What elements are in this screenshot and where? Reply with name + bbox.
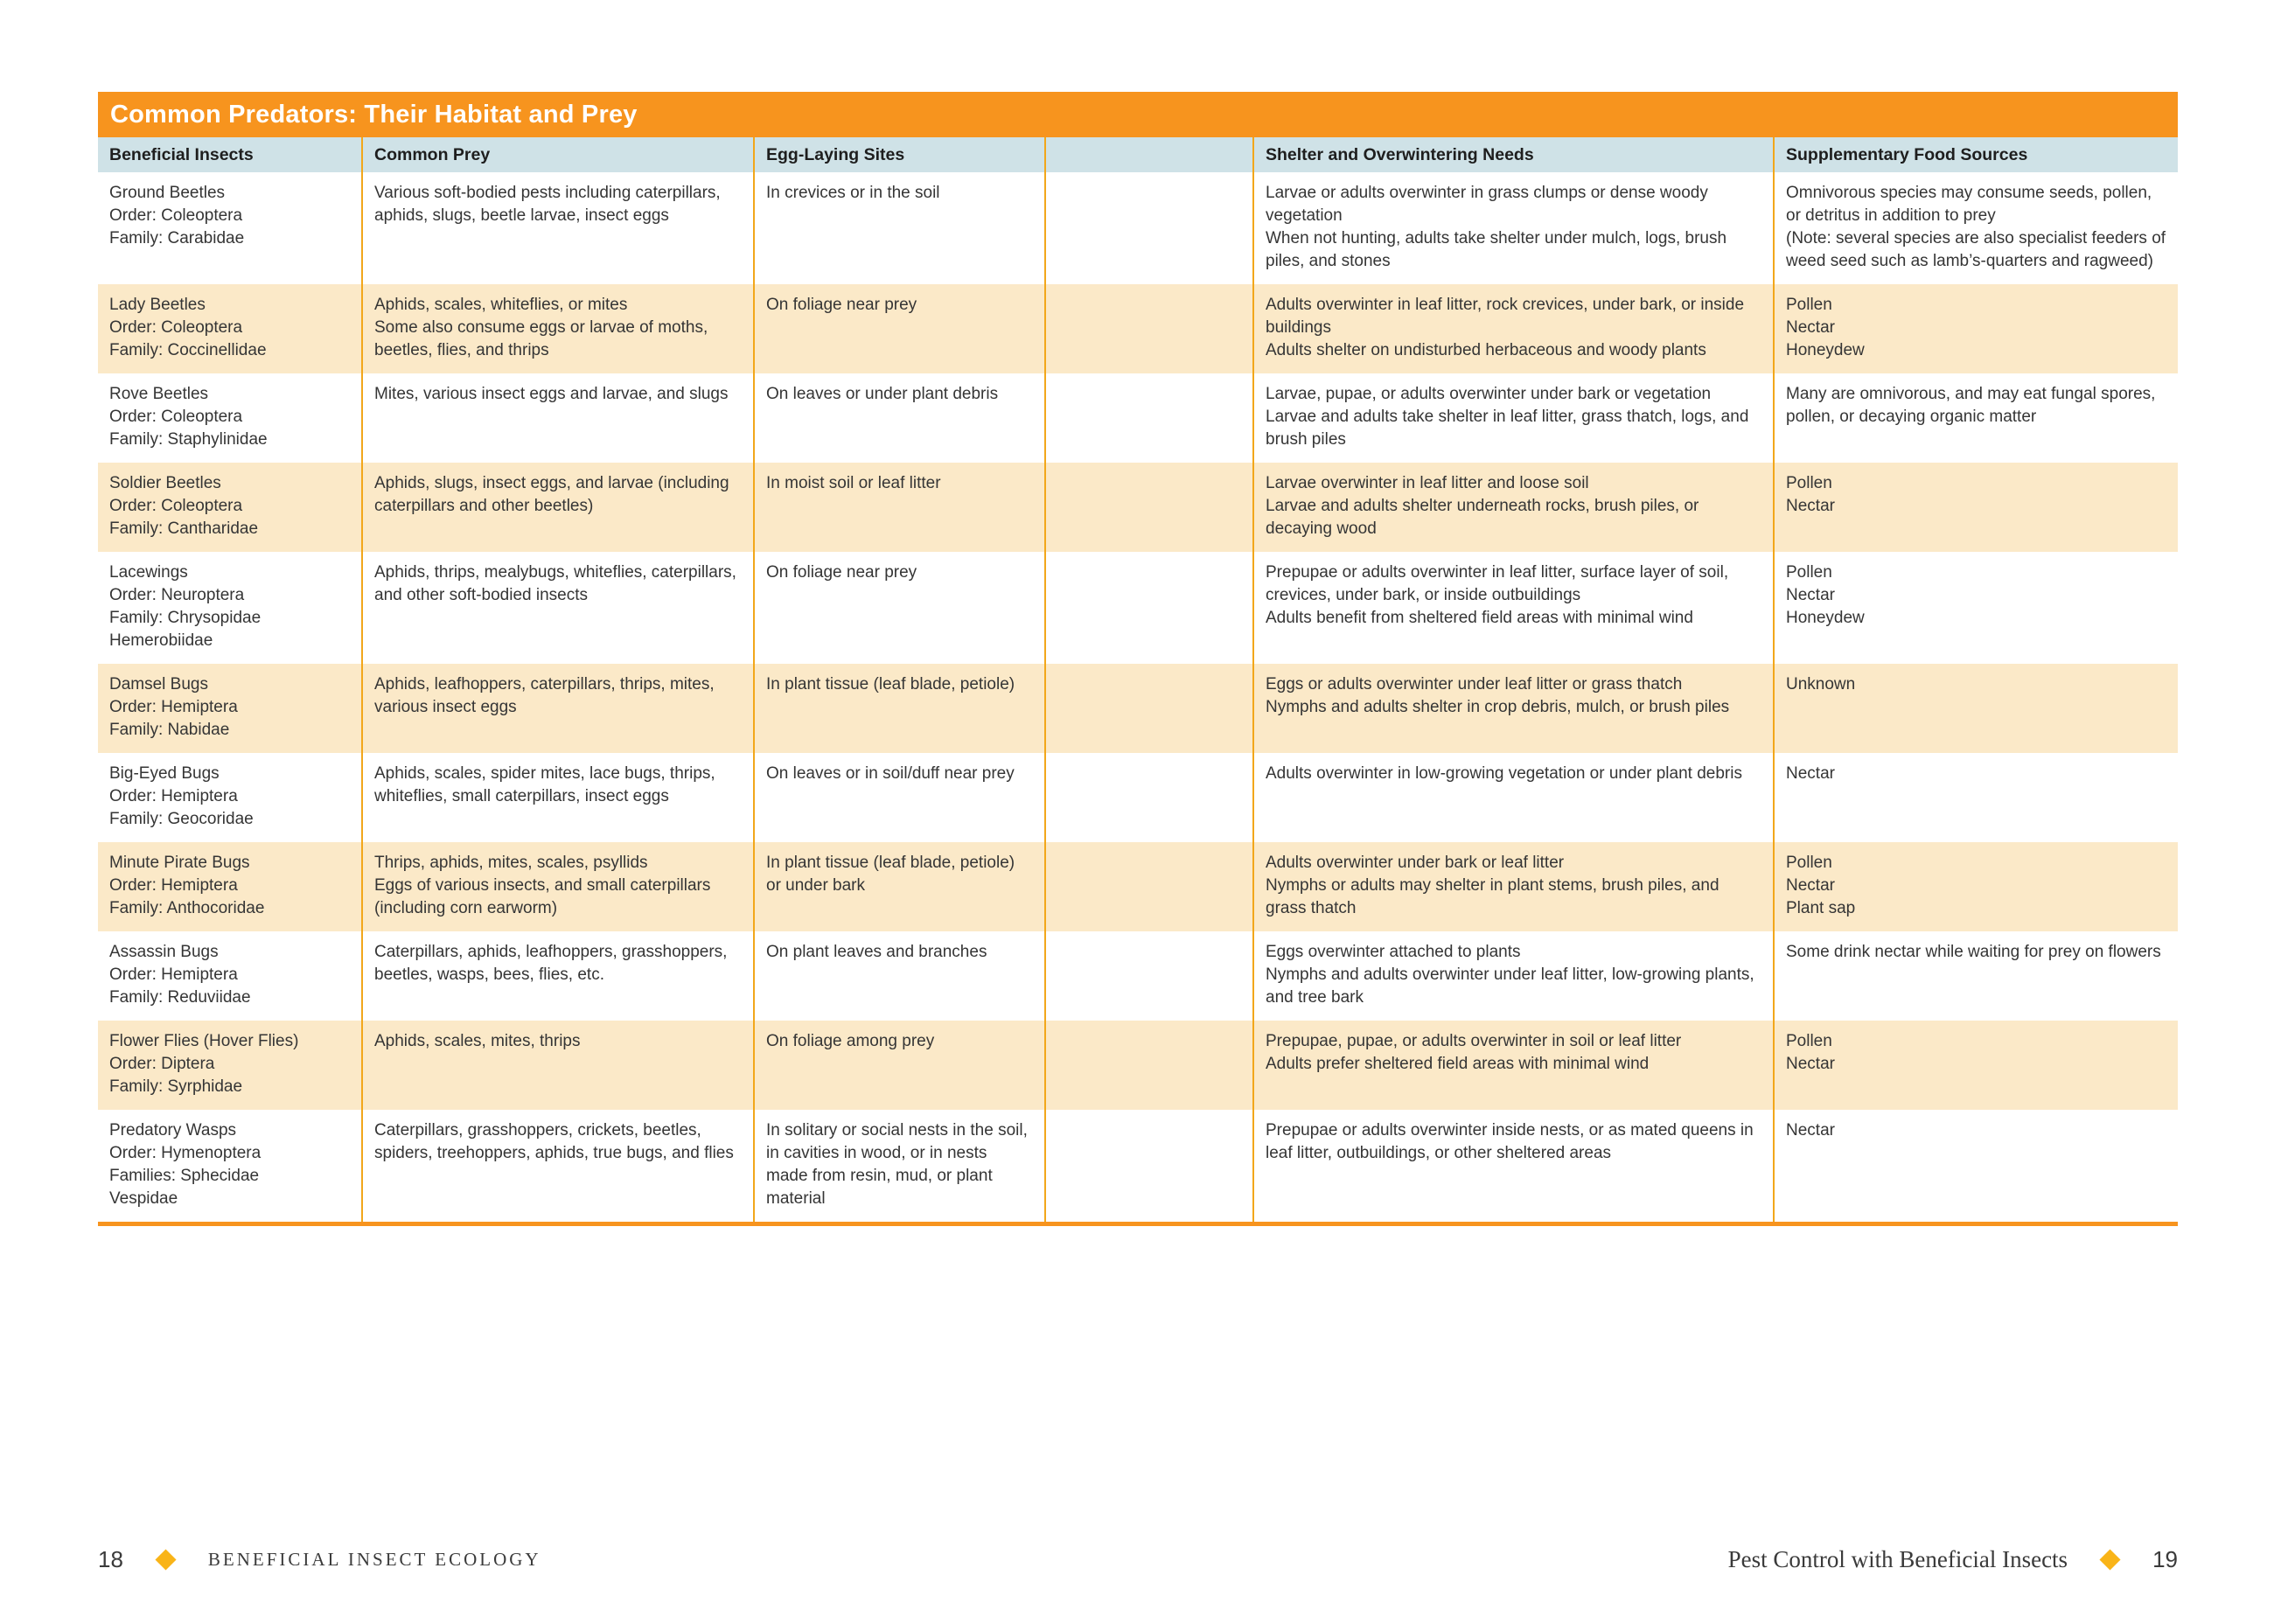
shelter-cell: Larvae, pupae, or adults overwinter unde… (1252, 373, 1774, 463)
shelter-cell: Eggs overwinter attached to plants Nymph… (1252, 931, 1774, 1021)
shelter-cell: Prepupae, pupae, or adults overwinter in… (1252, 1021, 1774, 1110)
diamond-icon (2099, 1549, 2121, 1571)
shelter-cell: Adults overwinter in low-growing vegetat… (1252, 753, 1774, 842)
column-header-food-sources: Supplementary Food Sources (1773, 137, 2178, 172)
common-prey-cell: Aphids, scales, mites, thrips (361, 1021, 754, 1110)
table-row: Soldier Beetles Order: Coleoptera Family… (98, 463, 2178, 552)
table-row: Assassin Bugs Order: Hemiptera Family: R… (98, 931, 2178, 1021)
egg-laying-cell: On leaves or in soil/duff near prey (753, 753, 1045, 842)
table-row: Big-Eyed Bugs Order: Hemiptera Family: G… (98, 753, 2178, 842)
table-row: Lady Beetles Order: Coleoptera Family: C… (98, 284, 2178, 373)
egg-laying-cell: In plant tissue (leaf blade, petiole) (753, 664, 1045, 753)
spacer-cell (1044, 172, 1253, 284)
egg-laying-cell: In solitary or social nests in the soil,… (753, 1110, 1045, 1224)
shelter-cell: Prepupae or adults overwinter in leaf li… (1252, 552, 1774, 664)
food-sources-cell: Omnivorous species may consume seeds, po… (1773, 172, 2178, 284)
shelter-cell: Adults overwinter under bark or leaf lit… (1252, 842, 1774, 931)
predators-table: Beneficial Insects Common Prey Egg-Layin… (98, 137, 2178, 1226)
egg-laying-cell: On foliage near prey (753, 284, 1045, 373)
common-prey-cell: Aphids, scales, spider mites, lace bugs,… (361, 753, 754, 842)
column-header-egg-laying-sites: Egg-Laying Sites (753, 137, 1045, 172)
table-row: Rove Beetles Order: Coleoptera Family: S… (98, 373, 2178, 463)
food-sources-cell: Nectar (1773, 1110, 2178, 1224)
insect-name-cell: Lacewings Order: Neuroptera Family: Chry… (109, 563, 262, 650)
egg-laying-cell: On foliage among prey (753, 1021, 1045, 1110)
egg-laying-cell: In crevices or in the soil (753, 172, 1045, 284)
header-row: Beneficial Insects Common Prey Egg-Layin… (98, 137, 2178, 172)
spacer-cell (1044, 373, 1253, 463)
egg-laying-cell: In plant tissue (leaf blade, petiole) or… (753, 842, 1045, 931)
predators-table-section: Common Predators: Their Habitat and Prey… (98, 92, 2178, 1226)
food-sources-cell: Pollen Nectar Plant sap (1773, 842, 2178, 931)
common-prey-cell: Various soft-bodied pests including cate… (361, 172, 754, 284)
egg-laying-cell: On leaves or under plant debris (753, 373, 1045, 463)
food-sources-cell: Many are omnivorous, and may eat fungal … (1773, 373, 2178, 463)
insect-name-cell: Big-Eyed Bugs Order: Hemiptera Family: G… (109, 764, 254, 828)
footer-left: 18 BENEFICIAL INSECT ECOLOGY (98, 1546, 541, 1573)
egg-laying-cell: On foliage near prey (753, 552, 1045, 664)
shelter-cell: Larvae overwinter in leaf litter and loo… (1252, 463, 1774, 552)
table-title: Common Predators: Their Habitat and Prey (98, 92, 2178, 137)
insect-name-cell: Lady Beetles Order: Coleoptera Family: C… (109, 296, 267, 359)
book-title: Pest Control with Beneficial Insects (1727, 1546, 2068, 1572)
insect-name-cell: Predatory Wasps Order: Hymenoptera Famil… (109, 1121, 262, 1208)
spacer-cell (1044, 1021, 1253, 1110)
food-sources-cell: Pollen Nectar (1773, 1021, 2178, 1110)
food-sources-cell: Pollen Nectar (1773, 463, 2178, 552)
food-sources-cell: Some drink nectar while waiting for prey… (1773, 931, 2178, 1021)
column-header-spacer (1044, 137, 1253, 172)
insect-name-cell: Flower Flies (Hover Flies) Order: Dipter… (109, 1032, 299, 1096)
table-row: Predatory Wasps Order: Hymenoptera Famil… (98, 1110, 2178, 1224)
insect-name-cell: Damsel Bugs Order: Hemiptera Family: Nab… (109, 675, 238, 739)
table-row: Minute Pirate Bugs Order: Hemiptera Fami… (98, 842, 2178, 931)
common-prey-cell: Caterpillars, grasshoppers, crickets, be… (361, 1110, 754, 1224)
page-number-left: 18 (98, 1546, 123, 1572)
egg-laying-cell: In moist soil or leaf litter (753, 463, 1045, 552)
food-sources-cell: Nectar (1773, 753, 2178, 842)
table-body: Ground Beetles Order: Coleoptera Family:… (98, 172, 2178, 1224)
food-sources-cell: Pollen Nectar Honeydew (1773, 552, 2178, 664)
spacer-cell (1044, 664, 1253, 753)
spacer-cell (1044, 463, 1253, 552)
spacer-cell (1044, 552, 1253, 664)
common-prey-cell: Aphids, leafhoppers, caterpillars, thrip… (361, 664, 754, 753)
shelter-cell: Eggs or adults overwinter under leaf lit… (1252, 664, 1774, 753)
common-prey-cell: Aphids, thrips, mealybugs, whiteflies, c… (361, 552, 754, 664)
spacer-cell (1044, 842, 1253, 931)
common-prey-cell: Aphids, slugs, insect eggs, and larvae (… (361, 463, 754, 552)
table-row: Damsel Bugs Order: Hemiptera Family: Nab… (98, 664, 2178, 753)
table-row: Ground Beetles Order: Coleoptera Family:… (98, 172, 2178, 284)
common-prey-cell: Thrips, aphids, mites, scales, psyllids … (361, 842, 754, 931)
table-row: Flower Flies (Hover Flies) Order: Dipter… (98, 1021, 2178, 1110)
spacer-cell (1044, 931, 1253, 1021)
table-header: Beneficial Insects Common Prey Egg-Layin… (98, 137, 2178, 172)
shelter-cell: Prepupae or adults overwinter inside nes… (1252, 1110, 1774, 1224)
page-number-right: 19 (2152, 1546, 2178, 1572)
spacer-cell (1044, 1110, 1253, 1224)
column-header-beneficial-insects: Beneficial Insects (98, 137, 362, 172)
food-sources-cell: Pollen Nectar Honeydew (1773, 284, 2178, 373)
common-prey-cell: Caterpillars, aphids, leafhoppers, grass… (361, 931, 754, 1021)
common-prey-cell: Aphids, scales, whiteflies, or mites Som… (361, 284, 754, 373)
section-title: BENEFICIAL INSECT ECOLOGY (207, 1549, 541, 1570)
footer-right: Pest Control with Beneficial Insects 19 (1728, 1546, 2178, 1573)
shelter-cell: Larvae or adults overwinter in grass clu… (1252, 172, 1774, 284)
insect-name-cell: Rove Beetles Order: Coleoptera Family: S… (109, 385, 268, 449)
food-sources-cell: Unknown (1773, 664, 2178, 753)
insect-name-cell: Assassin Bugs Order: Hemiptera Family: R… (109, 943, 251, 1007)
insect-name-cell: Minute Pirate Bugs Order: Hemiptera Fami… (109, 854, 265, 917)
spacer-cell (1044, 753, 1253, 842)
page-footer: 18 BENEFICIAL INSECT ECOLOGY Pest Contro… (98, 1546, 2178, 1573)
spacer-cell (1044, 284, 1253, 373)
table-row: Lacewings Order: Neuroptera Family: Chry… (98, 552, 2178, 664)
common-prey-cell: Mites, various insect eggs and larvae, a… (361, 373, 754, 463)
insect-name-cell: Soldier Beetles Order: Coleoptera Family… (109, 474, 259, 538)
shelter-cell: Adults overwinter in leaf litter, rock c… (1252, 284, 1774, 373)
insect-name-cell: Ground Beetles Order: Coleoptera Family:… (109, 184, 245, 247)
egg-laying-cell: On plant leaves and branches (753, 931, 1045, 1021)
column-header-shelter: Shelter and Overwintering Needs (1252, 137, 1774, 172)
column-header-common-prey: Common Prey (361, 137, 754, 172)
diamond-icon (155, 1549, 177, 1571)
